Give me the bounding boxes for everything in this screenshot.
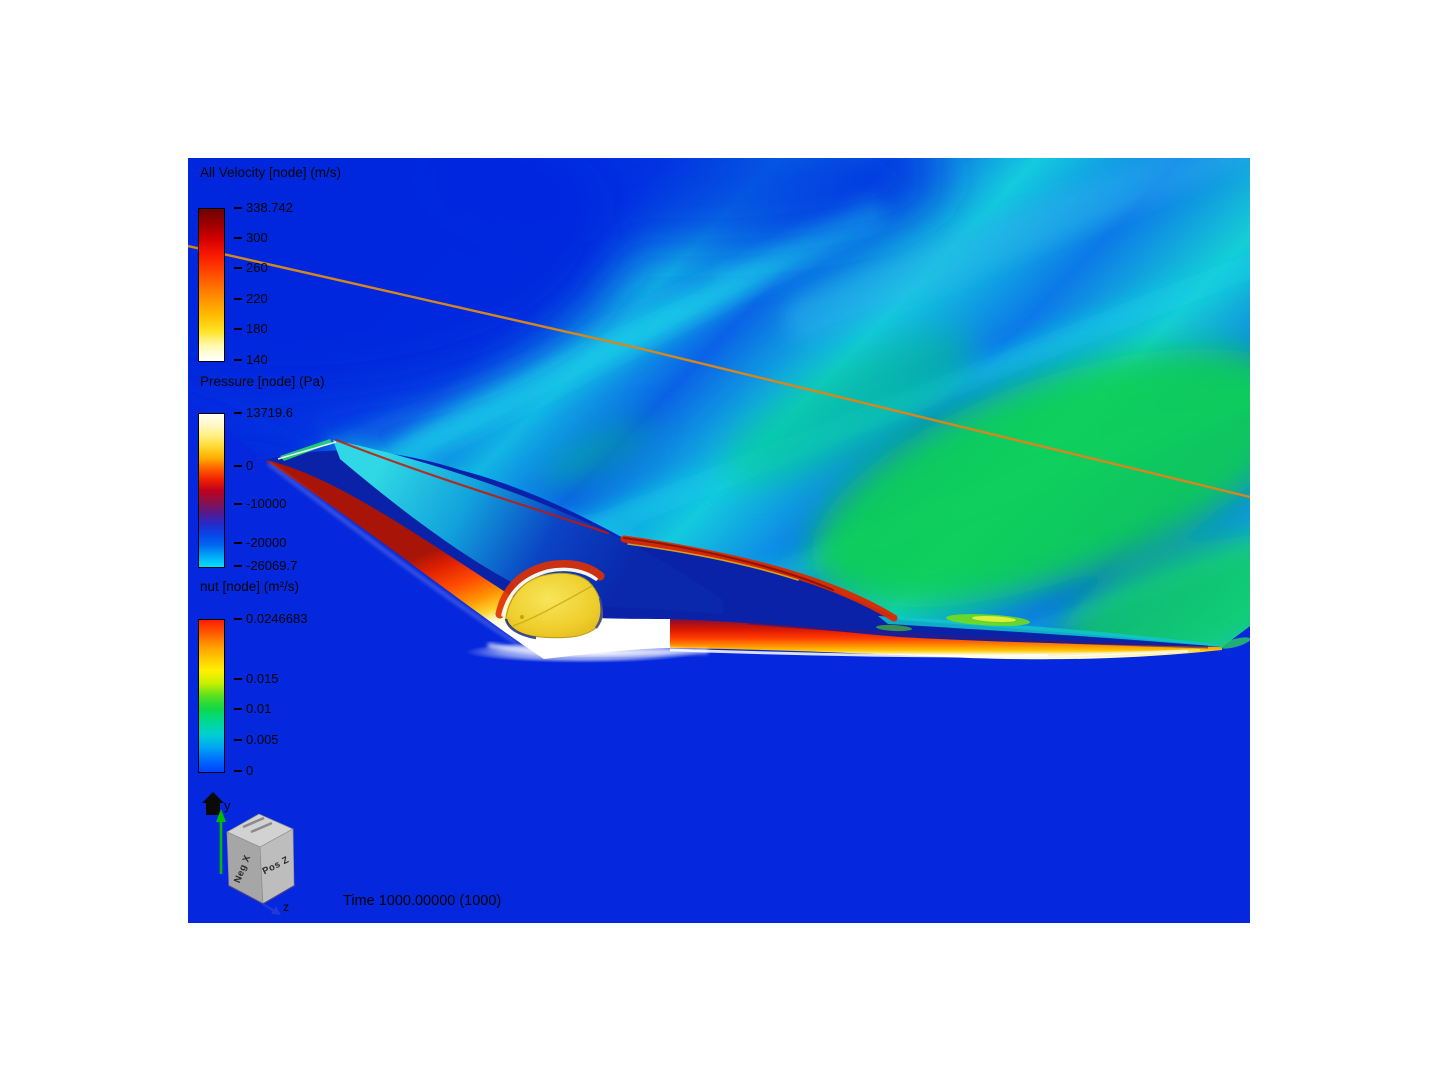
z-axis-arrow bbox=[262, 902, 281, 915]
left-wing-leading-edge-band bbox=[265, 460, 670, 659]
left-tip-white-edge bbox=[277, 441, 337, 460]
cfd-scene-render[interactable]: y Neg X Pos Z z bbox=[188, 158, 1250, 923]
left-wing-suction-region bbox=[333, 440, 723, 614]
right-wing-vortex-streaks bbox=[876, 614, 1250, 649]
aircraft-surface[interactable] bbox=[265, 438, 1250, 663]
cfd-3d-viewport[interactable]: y Neg X Pos Z z bbox=[188, 158, 1250, 923]
view-cube[interactable] bbox=[226, 813, 295, 905]
underside-stagnation-glow bbox=[267, 462, 1201, 663]
y-axis-label: y bbox=[224, 798, 231, 813]
fuselage-shock-rim bbox=[334, 438, 898, 622]
right-wing-trailing-strip bbox=[878, 616, 1222, 647]
orientation-widget[interactable]: y Neg X Pos Z z bbox=[202, 792, 295, 915]
left-tip-green-sliver bbox=[280, 439, 332, 461]
streamline-orange-line bbox=[188, 244, 1250, 499]
time-annotation: Time 1000.00000 (1000) bbox=[343, 893, 502, 909]
z-axis-label: z bbox=[283, 900, 289, 914]
home-icon[interactable] bbox=[202, 792, 224, 815]
y-axis-arrow bbox=[216, 809, 226, 874]
right-wing-purple-blend bbox=[747, 621, 1209, 649]
canopy-glass bbox=[505, 572, 603, 639]
canopy bbox=[495, 559, 605, 640]
